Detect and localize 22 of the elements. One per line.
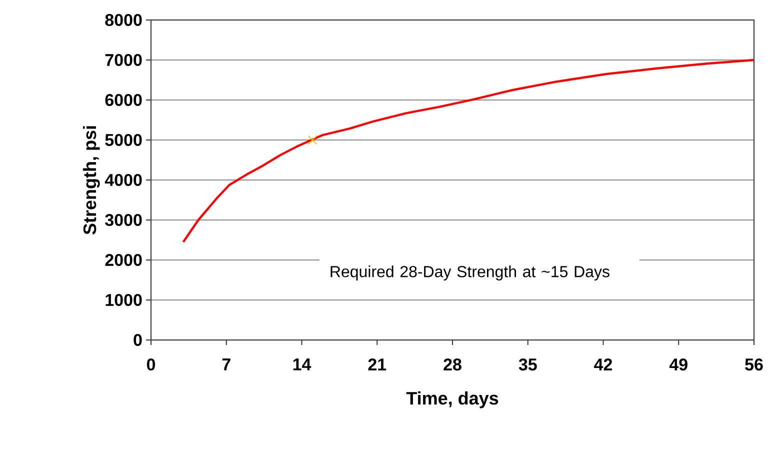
line-series [182,58,756,244]
y-tick-label: 3000 [105,214,142,226]
x-tick-label: 35 [518,358,537,371]
y-tick-label: 0 [134,334,142,346]
y-tick-label: 2000 [105,254,142,266]
y-tick-label: 8000 [105,14,142,26]
y-tick-label: 1000 [106,294,142,306]
x-tick-label: 21 [368,358,386,370]
x-axis-title: Time, days [406,391,498,408]
x-tick-label: 0 [146,358,156,371]
x-tick-label: 28 [444,358,462,371]
y-tick-label: 6000 [105,94,142,106]
x-tick-label: 7 [222,358,230,370]
y-tick-label: 5000 [105,134,142,146]
x-tick-label: 56 [745,358,763,371]
y-tick-label: 7000 [105,54,142,66]
x-tick-label: 42 [594,358,612,370]
x-tick-label: 14 [293,358,312,370]
annotation: Required 28-Day Strength at ~15 Days [330,266,610,280]
x-tick-label: 49 [669,358,688,371]
y-tick-label: 4000 [104,174,142,186]
y-axis-title: Strength, psi [82,126,100,234]
